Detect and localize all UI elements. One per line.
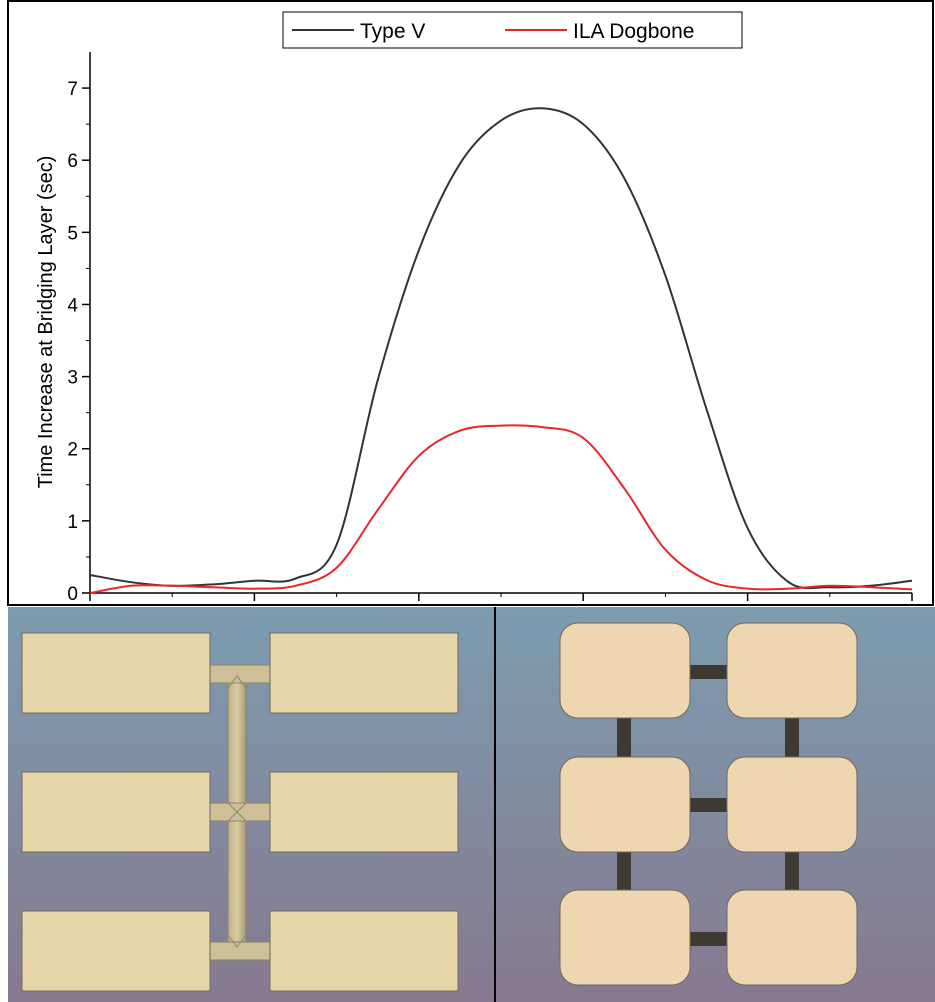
y-axis-label: Time Increase at Bridging Layer (sec) <box>35 156 57 489</box>
y-tick-label: 7 <box>67 79 78 100</box>
chart-frame <box>7 0 934 606</box>
y-tick-label: 6 <box>67 151 78 172</box>
y-tick-label: 1 <box>67 512 78 533</box>
left-render <box>8 607 495 1002</box>
plot-area: 0 1 2 3 4 5 6 7 <box>67 52 913 605</box>
y-tick-label: 4 <box>67 295 78 316</box>
legend-label: ILA Dogbone <box>573 20 694 43</box>
legend-label: Type V <box>360 20 425 43</box>
y-tick-label: 2 <box>67 440 78 461</box>
right-render <box>496 607 935 1002</box>
series-line <box>89 424 913 594</box>
y-tick-label: 0 <box>67 584 78 605</box>
legend: Type V ILA Dogbone <box>282 11 743 49</box>
series-line <box>89 107 913 590</box>
y-tick-label: 5 <box>67 223 78 244</box>
y-tick-label: 3 <box>67 368 78 389</box>
